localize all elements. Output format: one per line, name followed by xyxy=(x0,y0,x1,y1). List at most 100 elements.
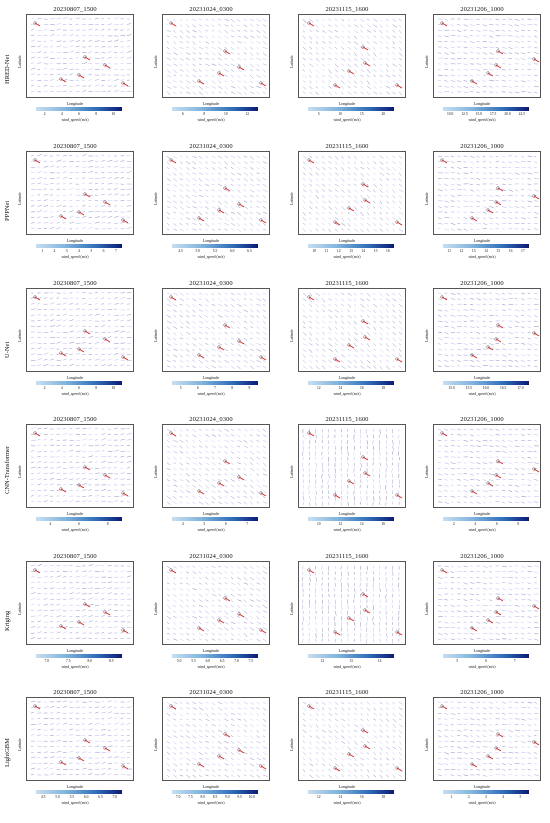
wind-arrow xyxy=(328,30,333,33)
observed-wind-arrow xyxy=(260,219,267,224)
wind-arrow xyxy=(173,627,176,630)
wind-vectors xyxy=(437,292,540,368)
vector-field-plot xyxy=(26,561,134,645)
wind-arrow xyxy=(198,484,203,488)
wind-arrow xyxy=(43,29,47,31)
wind-arrow xyxy=(262,41,267,45)
observed-wind-arrow xyxy=(495,64,502,69)
wind-arrow xyxy=(372,616,374,621)
wind-arrow xyxy=(463,223,468,225)
wind-arrow xyxy=(94,291,99,294)
station-marker xyxy=(532,467,536,471)
wind-arrow xyxy=(386,63,389,68)
wind-arrow xyxy=(360,588,362,592)
wind-arrow xyxy=(173,183,177,188)
wind-arrow xyxy=(256,183,260,186)
wind-arrow xyxy=(218,332,222,335)
wind-arrow xyxy=(179,571,183,574)
wind-arrow xyxy=(101,460,106,463)
observed-wind-arrow xyxy=(348,207,355,212)
wind-arrow xyxy=(94,205,99,207)
wind-arrow xyxy=(205,41,210,44)
wind-arrow xyxy=(398,46,402,51)
wind-arrow xyxy=(521,24,526,26)
wind-arrow xyxy=(43,34,48,36)
wind-arrow xyxy=(514,18,520,21)
wind-arrow xyxy=(309,298,312,302)
wind-arrow xyxy=(94,302,99,305)
wind-arrow xyxy=(398,183,403,187)
wind-arrow xyxy=(179,348,184,352)
wind-arrow xyxy=(469,178,475,180)
wind-arrow xyxy=(37,445,41,446)
wind-arrow xyxy=(444,35,449,38)
wind-arrow xyxy=(101,587,106,589)
wind-arrow xyxy=(533,161,538,164)
wind-arrow xyxy=(205,577,209,580)
wind-arrow xyxy=(366,588,368,592)
wind-arrow xyxy=(211,473,215,476)
wind-arrow xyxy=(379,178,382,182)
wind-arrow xyxy=(437,309,443,312)
wind-arrow xyxy=(457,451,461,454)
wind-arrow xyxy=(315,178,319,182)
wind-arrow xyxy=(250,565,254,569)
wind-arrow xyxy=(386,616,388,620)
wind-arrow xyxy=(69,187,74,190)
station-marker xyxy=(237,202,241,206)
wind-arrow xyxy=(469,161,475,164)
wind-arrow xyxy=(386,309,389,313)
x-axis-label: Longitude xyxy=(66,238,84,243)
colorbar-label: wind_speed (m/s) xyxy=(468,392,496,396)
wind-arrow xyxy=(322,80,325,83)
station-marker xyxy=(496,323,500,327)
wind-arrow xyxy=(56,353,61,355)
wind-arrow xyxy=(205,434,210,437)
wind-arrow xyxy=(373,343,377,347)
wind-arrow xyxy=(514,456,518,459)
wind-arrow xyxy=(347,298,352,302)
wind-arrow xyxy=(373,217,377,220)
wind-arrow xyxy=(508,52,513,55)
wind-arrow xyxy=(126,90,132,92)
wind-arrow xyxy=(173,605,176,607)
wind-arrow xyxy=(101,449,105,452)
wind-arrow xyxy=(62,34,67,36)
wind-arrow xyxy=(37,438,41,441)
wind-arrow xyxy=(392,183,396,187)
wind-arrow xyxy=(262,46,268,50)
wind-arrow xyxy=(224,18,230,21)
wind-arrow xyxy=(495,24,499,26)
wind-arrow xyxy=(237,172,242,176)
wind-arrow xyxy=(198,434,202,437)
wind-arrow xyxy=(444,52,449,55)
wind-arrow xyxy=(322,200,327,204)
wind-arrow xyxy=(88,309,93,310)
wind-arrow xyxy=(359,484,361,489)
wind-arrow xyxy=(114,461,119,463)
wind-arrow xyxy=(237,496,240,498)
vector-field-plot xyxy=(433,288,541,372)
wind-arrow xyxy=(192,610,196,614)
wind-arrow xyxy=(56,297,60,299)
wind-arrow xyxy=(250,434,253,437)
wind-arrow xyxy=(173,616,177,618)
wind-arrow xyxy=(476,298,481,300)
colorbar-tick-label: 15 xyxy=(373,249,378,253)
wind-arrow xyxy=(218,451,221,453)
wind-arrow xyxy=(173,189,176,193)
wind-arrow xyxy=(514,451,518,453)
wind-arrow xyxy=(341,434,343,438)
wind-arrow xyxy=(450,74,455,76)
wind-arrow xyxy=(463,565,468,568)
wind-arrow xyxy=(495,348,500,351)
wind-arrow xyxy=(230,41,235,44)
wind-arrow xyxy=(224,354,230,357)
wind-arrow xyxy=(101,592,105,595)
wind-arrow xyxy=(126,34,132,36)
wind-arrow xyxy=(56,177,60,179)
wind-arrow xyxy=(341,74,345,79)
wind-arrow xyxy=(366,565,368,571)
wind-arrow xyxy=(30,581,35,583)
